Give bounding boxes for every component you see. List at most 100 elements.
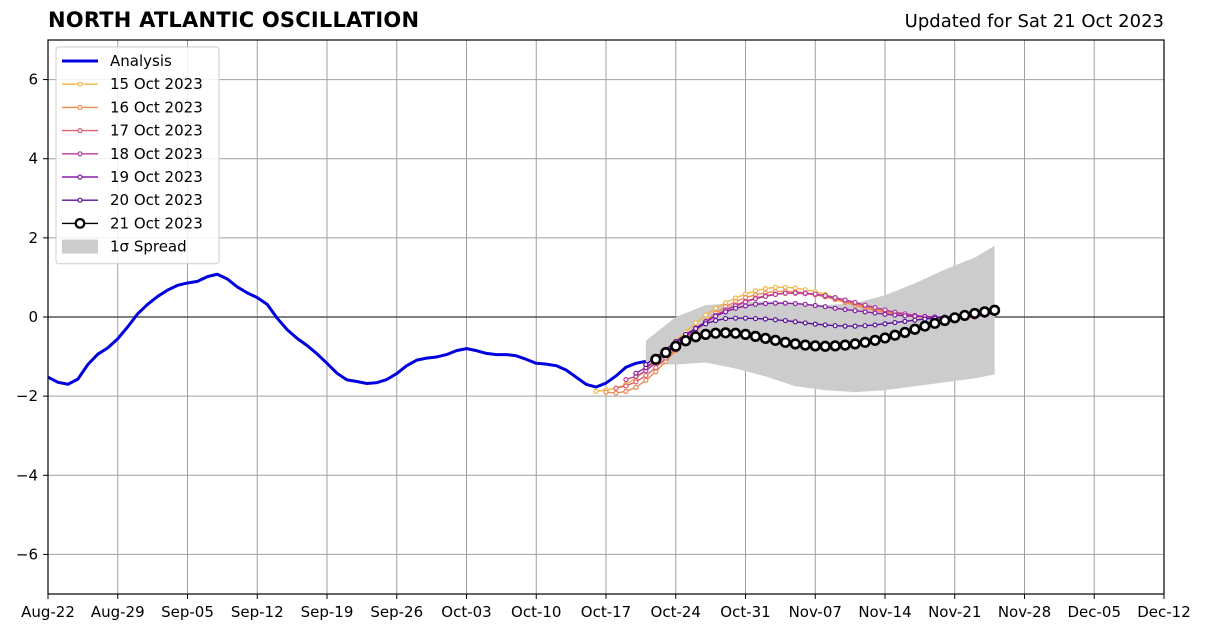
forecast-point	[812, 321, 818, 327]
x-tick-label: Oct-10	[511, 603, 561, 621]
legend-swatch-marker	[77, 128, 83, 134]
forecast-point	[742, 315, 749, 321]
latest-forecast-point	[670, 340, 682, 352]
legend-swatch-marker	[77, 174, 83, 180]
latest-forecast-point	[939, 314, 951, 327]
forecast-point	[713, 313, 719, 319]
series-7	[650, 304, 1001, 365]
forecast-point	[623, 388, 629, 394]
forecast-point	[922, 316, 928, 322]
forecast-point	[862, 309, 868, 315]
forecast-point	[752, 301, 759, 307]
series-layer	[47, 272, 1001, 396]
x-tick-label: Sep-05	[161, 603, 214, 621]
y-tick-label: 2	[28, 229, 38, 247]
x-tick-label: Oct-03	[441, 603, 491, 621]
forecast-point	[842, 306, 848, 313]
analysis-line	[47, 272, 647, 389]
forecast-point	[852, 299, 858, 305]
forecast-point	[872, 310, 878, 316]
spread-band-layer	[645, 245, 995, 393]
legend-label: 1σ Spread	[110, 238, 187, 256]
forecast-point	[872, 304, 878, 311]
latest-forecast-point	[680, 335, 692, 347]
forecast-point	[782, 290, 788, 296]
forecast-point	[643, 377, 649, 383]
forecast-point	[862, 323, 868, 329]
forecast-point	[633, 379, 639, 385]
legend-swatch-marker	[77, 151, 83, 157]
latest-forecast-point	[909, 323, 921, 335]
forecast-point	[782, 300, 788, 306]
latest-forecast-point	[919, 320, 931, 332]
legend-label: 16 Oct 2023	[110, 98, 203, 116]
y-tick-label: 0	[28, 308, 38, 326]
y-tick-label: −2	[16, 387, 38, 405]
latest-forecast-point	[859, 336, 871, 348]
x-tick-label: Oct-17	[581, 603, 631, 621]
latest-forecast-point	[650, 353, 662, 365]
latest-forecast-point	[809, 340, 821, 352]
legend-entry: 17 Oct 2023	[62, 122, 203, 140]
x-tick-label: Dec-12	[1137, 603, 1191, 621]
forecast-point	[862, 302, 868, 308]
forecast-point	[882, 321, 888, 327]
latest-forecast-point	[759, 332, 772, 344]
y-tick-label: −6	[16, 545, 38, 563]
x-tick-label: Oct-31	[720, 603, 770, 621]
forecast-point	[842, 297, 848, 303]
y-tick-label: −4	[16, 466, 38, 484]
latest-forecast-point	[879, 332, 891, 344]
forecast-point	[762, 285, 769, 292]
forecast-point	[623, 376, 629, 383]
forecast-point	[802, 320, 808, 326]
latest-forecast-point	[779, 336, 791, 348]
forecast-point	[902, 318, 908, 324]
latest-forecast-point	[989, 304, 1001, 316]
legend-label: 21 Oct 2023	[110, 214, 203, 232]
legend-box	[55, 46, 220, 265]
forecast-point	[623, 383, 629, 389]
chart-title: NORTH ATLANTIC OSCILLATION	[48, 8, 420, 32]
forecast-point	[822, 293, 828, 299]
legend-swatch-marker	[77, 81, 83, 87]
x-tick-label: Aug-29	[91, 603, 145, 621]
latest-forecast-point	[819, 340, 831, 352]
x-tick-label: Sep-19	[301, 603, 354, 621]
forecast-point	[812, 291, 818, 297]
forecast-point	[892, 312, 898, 318]
forecast-point	[752, 315, 759, 322]
forecast-point	[802, 290, 808, 296]
axes-layer: Aug-22 Aug-29 Sep-05 Sep-12 Sep-19 Sep-26 Oct-…	[16, 39, 1191, 621]
legend-label: Analysis	[110, 52, 172, 70]
forecast-point	[842, 323, 848, 329]
legend-label: 20 Oct 2023	[110, 191, 203, 209]
forecast-point	[752, 296, 759, 302]
series-0	[47, 272, 647, 389]
latest-forecast-point	[949, 312, 961, 324]
latest-forecast-point	[729, 327, 742, 339]
legend-label: 19 Oct 2023	[110, 168, 203, 186]
latest-forecast-point	[869, 334, 881, 346]
forecast-point	[772, 317, 778, 323]
forecast-point	[732, 305, 739, 311]
forecast-point	[802, 301, 808, 307]
forecast-point	[613, 385, 619, 391]
forecast-point	[762, 293, 769, 300]
latest-forecast-point	[739, 328, 752, 341]
legend-label: 15 Oct 2023	[110, 75, 203, 93]
forecast-point	[792, 300, 798, 307]
legend-swatch-spread	[62, 239, 98, 254]
x-tick-label: Aug-22	[21, 603, 75, 621]
latest-forecast-point	[979, 306, 991, 318]
forecast-point	[832, 323, 838, 329]
latest-forecast-point	[710, 327, 722, 339]
updated-date-label: Updated for Sat 21 Oct 2023	[904, 11, 1164, 32]
forecast-point	[912, 317, 918, 323]
x-tick-label: Nov-28	[998, 603, 1051, 621]
legend-entry: Analysis	[62, 52, 172, 70]
forecast-point	[772, 291, 778, 298]
x-tick-label: Nov-07	[789, 603, 842, 621]
legend-entry: 20 Oct 2023	[62, 191, 203, 209]
